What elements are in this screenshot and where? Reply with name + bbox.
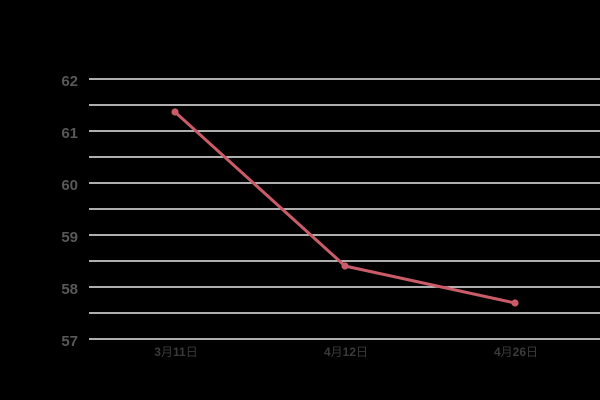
svg-text:4月12日: 4月12日 xyxy=(324,345,368,359)
svg-text:3月11日: 3月11日 xyxy=(154,345,197,359)
svg-text:62: 62 xyxy=(61,73,78,90)
svg-text:4月26日: 4月26日 xyxy=(494,345,538,359)
svg-text:57: 57 xyxy=(61,333,78,350)
svg-text:59: 59 xyxy=(61,229,78,246)
svg-text:61: 61 xyxy=(61,125,78,142)
svg-text:58: 58 xyxy=(61,281,78,298)
svg-text:60: 60 xyxy=(61,177,78,194)
